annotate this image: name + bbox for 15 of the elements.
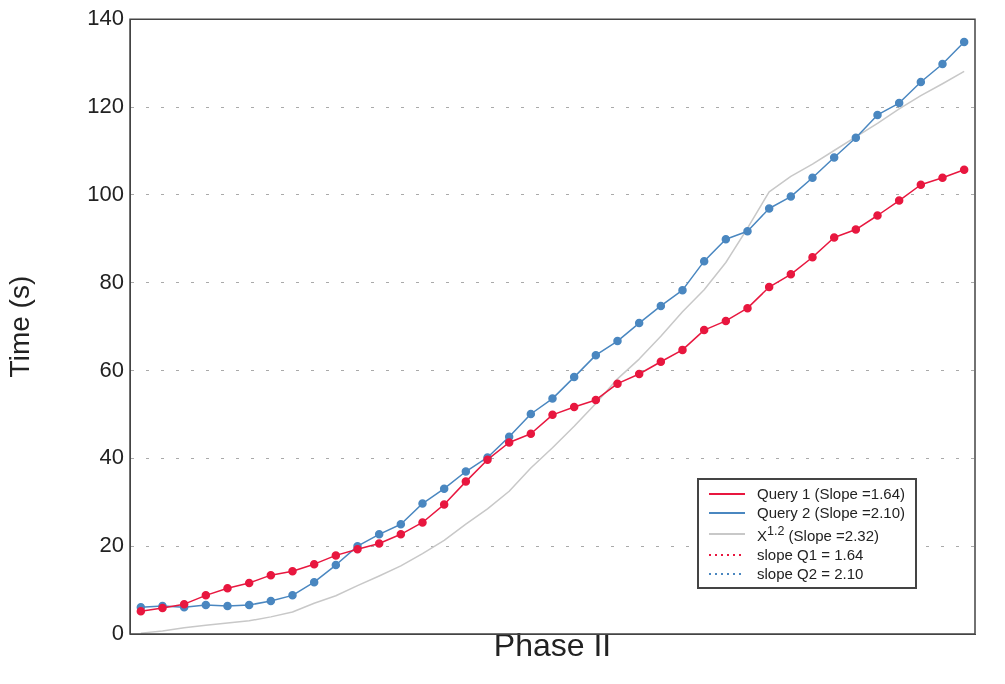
- y-tick-label: 100: [87, 180, 124, 206]
- legend-label: slope Q2 = 2.10: [757, 564, 864, 583]
- y-tick-label: 80: [99, 268, 124, 294]
- x-axis-title: Phase II: [493, 626, 612, 663]
- y-tick-label: 0: [111, 620, 124, 646]
- y-tick-label: 60: [99, 356, 124, 382]
- legend-label: Query 1 (Slope =1.64): [757, 484, 906, 503]
- y-tick-label: 40: [99, 444, 124, 470]
- y-axis-title: Time (s): [3, 275, 35, 378]
- y-tick-label: 120: [87, 93, 124, 119]
- legend-label: X$^{1.2}$ (Slope =2.32): [757, 523, 880, 545]
- legend-label: Query 2 (Slope =2.10): [757, 503, 906, 522]
- y-tick-label: 20: [99, 532, 124, 558]
- legend-label: slope Q1 = 1.64: [757, 545, 864, 564]
- y-tick-label: 140: [87, 5, 124, 31]
